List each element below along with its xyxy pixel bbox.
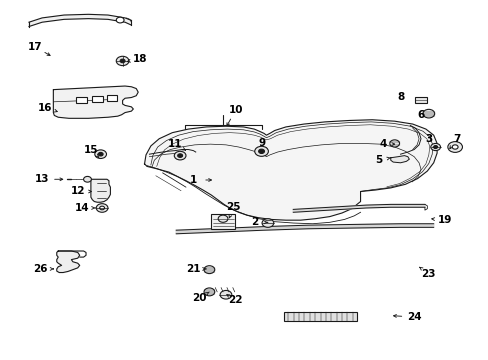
Polygon shape xyxy=(176,224,433,234)
Text: 25: 25 xyxy=(226,202,241,212)
Circle shape xyxy=(451,145,457,149)
Circle shape xyxy=(98,152,103,156)
Circle shape xyxy=(218,215,227,222)
Circle shape xyxy=(116,17,124,23)
Text: 21: 21 xyxy=(185,264,200,274)
Polygon shape xyxy=(293,204,424,212)
Circle shape xyxy=(116,56,129,66)
Text: 20: 20 xyxy=(192,293,206,303)
Text: 22: 22 xyxy=(228,295,243,305)
Text: 10: 10 xyxy=(228,105,243,115)
Text: 16: 16 xyxy=(37,103,52,113)
Text: 2: 2 xyxy=(251,217,258,227)
Text: 11: 11 xyxy=(168,139,182,149)
Circle shape xyxy=(447,141,462,152)
Circle shape xyxy=(203,266,214,274)
Text: 3: 3 xyxy=(425,134,431,144)
Polygon shape xyxy=(144,120,436,220)
Text: 5: 5 xyxy=(374,155,382,165)
Circle shape xyxy=(120,59,125,63)
Circle shape xyxy=(220,291,231,299)
Text: 12: 12 xyxy=(70,186,85,197)
Circle shape xyxy=(433,145,437,148)
Text: 17: 17 xyxy=(27,42,42,51)
Circle shape xyxy=(174,151,185,160)
Bar xyxy=(211,214,234,229)
Text: 14: 14 xyxy=(75,203,90,213)
Polygon shape xyxy=(29,14,131,27)
Circle shape xyxy=(100,206,104,210)
Circle shape xyxy=(95,150,106,158)
Polygon shape xyxy=(57,251,80,273)
Text: 18: 18 xyxy=(132,54,146,64)
Polygon shape xyxy=(91,179,110,202)
Text: 7: 7 xyxy=(452,134,459,144)
Circle shape xyxy=(83,176,91,182)
Bar xyxy=(107,95,117,101)
Circle shape xyxy=(203,288,214,296)
Circle shape xyxy=(177,154,182,157)
Bar xyxy=(92,96,103,102)
Circle shape xyxy=(422,109,434,118)
Circle shape xyxy=(258,149,264,153)
Polygon shape xyxy=(53,86,138,118)
Text: 23: 23 xyxy=(421,269,435,279)
Bar xyxy=(76,97,87,103)
Circle shape xyxy=(262,219,273,227)
Text: 9: 9 xyxy=(258,139,265,148)
Polygon shape xyxy=(390,156,408,163)
Text: 15: 15 xyxy=(83,144,98,154)
Circle shape xyxy=(96,204,108,212)
Bar xyxy=(414,97,427,103)
Circle shape xyxy=(430,143,440,150)
Text: 6: 6 xyxy=(417,111,424,121)
Text: 4: 4 xyxy=(379,139,386,149)
Circle shape xyxy=(389,140,399,147)
Text: 26: 26 xyxy=(33,264,48,274)
Circle shape xyxy=(254,146,268,156)
Text: 8: 8 xyxy=(396,92,404,102)
Text: 1: 1 xyxy=(189,175,197,185)
Bar xyxy=(283,312,356,321)
Text: 24: 24 xyxy=(406,312,421,322)
Text: 19: 19 xyxy=(437,215,452,225)
Text: 13: 13 xyxy=(35,174,49,184)
